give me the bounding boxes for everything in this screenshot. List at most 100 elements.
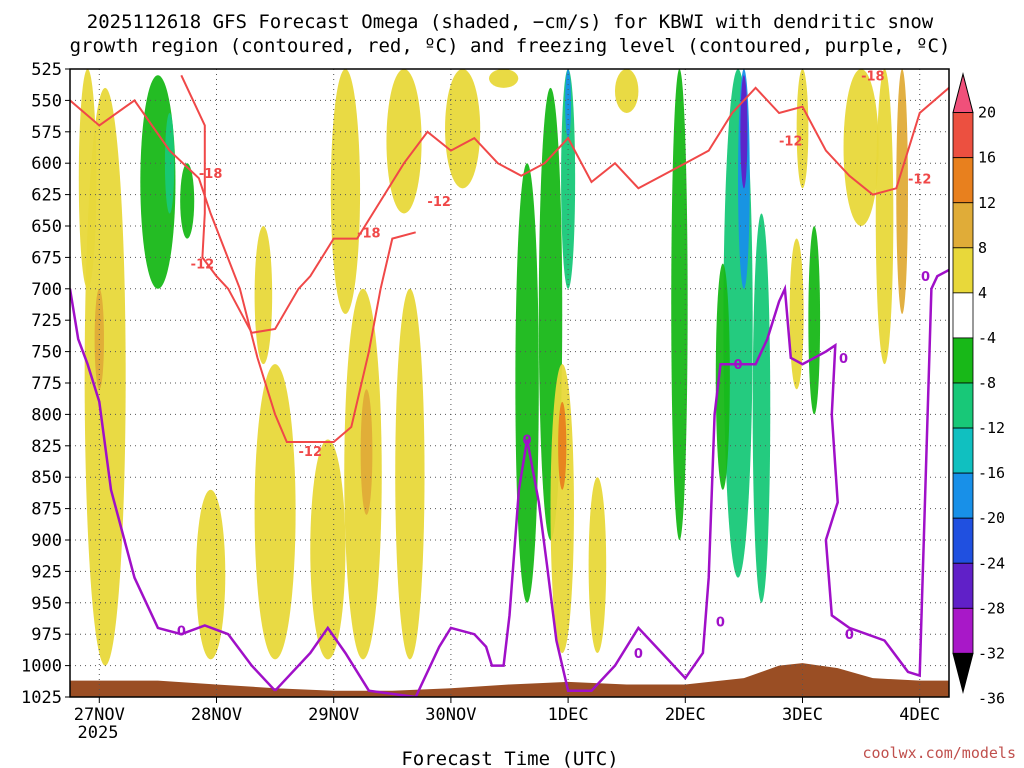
colorbar-segment-10	[952, 562, 974, 609]
y-tick-label-625: 625	[31, 186, 62, 206]
y-tick-label-525: 525	[31, 60, 62, 80]
x-tick-label-7: 4DEC	[899, 705, 940, 725]
y-tick-label-825: 825	[31, 437, 62, 457]
x-tick-label-3: 30NOV	[425, 705, 476, 725]
omega-cell-35	[875, 69, 894, 365]
dgz-label-1: -12	[191, 258, 215, 273]
terrain-area	[70, 663, 949, 697]
dgz-extra-label-2: -12	[299, 445, 323, 460]
colorbar-label-12: -32	[978, 644, 1005, 662]
omega-cell-28	[740, 75, 748, 189]
y-tick-label-650: 650	[31, 217, 62, 237]
dgz-contour-0	[70, 98, 416, 443]
y-tick-label-850: 850	[31, 468, 62, 488]
omega-cell-36	[896, 69, 908, 314]
omega-cell-2	[78, 69, 97, 289]
colorbar-top-arrow	[952, 72, 974, 114]
omega-cell-13	[330, 69, 361, 314]
omega-cell-33	[808, 226, 821, 415]
x-year-label: 2025	[78, 723, 119, 743]
y-tick-label-750: 750	[31, 343, 62, 363]
y-tick-label-975: 975	[31, 625, 62, 645]
omega-cell-31	[789, 238, 804, 390]
omega-cell-32	[796, 69, 809, 189]
colorbar-segment-2	[952, 202, 974, 249]
freezing-extra-label-0: 0	[716, 616, 725, 631]
colorbar-segment-3	[952, 247, 974, 294]
omega-cell-20	[565, 69, 572, 139]
dgz-extra-label-5: -12	[908, 172, 932, 187]
dgz-extra-label-4: -18	[861, 69, 885, 84]
x-tick-label-5: 2DEC	[665, 705, 706, 725]
colorbar-label-1: 16	[978, 149, 996, 167]
omega-cell-12	[395, 288, 425, 660]
colorbar-label-2: 12	[978, 194, 996, 212]
plot-area: -18 -12 -18 -12 -12 -12 -18 -12 0 0 0 0 0 0 0 0	[69, 68, 950, 698]
x-tick-label-1: 28NOV	[191, 705, 242, 725]
colorbar-segment-4	[952, 292, 974, 339]
colorbar-segment-9	[952, 517, 974, 564]
colorbar-label-6: -8	[978, 374, 996, 392]
x-axis: 27NOV 28NOV 29NOV 30NOV 1DEC 2DEC 3DEC 4DEC	[74, 697, 940, 725]
y-tick-label-925: 925	[31, 562, 62, 582]
omega-cell-9	[310, 439, 346, 660]
colorbar-bottom-arrow	[952, 652, 974, 694]
omega-cell-14	[386, 69, 422, 214]
omega-cell-24	[614, 69, 639, 113]
colorbar-label-9: -20	[978, 509, 1005, 527]
freezing-extra-label-4: 0	[921, 270, 930, 285]
y-axis: 525 550 575 600 625 650 675 700 725 750 775 800 825 8…	[21, 60, 70, 708]
colorbar-label-7: -12	[978, 419, 1005, 437]
dgz-label-0: -18	[199, 167, 223, 182]
dgz-extra-label-1: -12	[427, 195, 451, 210]
omega-cell-8	[254, 225, 273, 365]
y-tick-label-1000: 1000	[21, 657, 62, 677]
y-tick-label-600: 600	[31, 154, 62, 174]
colorbar-label-10: -24	[978, 554, 1005, 572]
omega-cell-25	[671, 69, 688, 540]
colorbar: 20 16 12 8 4 -4 -8 -12 -16 -20 -24 -28 -32 -36	[952, 72, 1005, 707]
freezing-label-0: 0	[177, 624, 186, 639]
omega-cell-11	[360, 389, 373, 515]
y-tick-label-1025: 1025	[21, 688, 62, 708]
colorbar-segment-0	[952, 112, 974, 159]
omega-cell-30	[715, 263, 730, 490]
colorbar-segment-7	[952, 427, 974, 474]
omega-cell-19	[561, 69, 576, 289]
y-tick-label-575: 575	[31, 123, 62, 143]
freezing-extra-label-5: 0	[634, 647, 643, 662]
chart-title-line2: growth region (contoured, red, ºC) and f…	[70, 35, 951, 57]
freezing-contour-1	[274, 268, 949, 697]
y-tick-label-875: 875	[31, 500, 62, 520]
omega-cell-21	[550, 364, 574, 654]
y-tick-label-700: 700	[31, 280, 62, 300]
colorbar-label-4: 4	[978, 284, 987, 302]
colorbar-label-3: 8	[978, 239, 987, 257]
colorbar-label-11: -28	[978, 599, 1005, 617]
dgz-contour-1	[180, 74, 949, 334]
chart-title-line1: 2025112618 GFS Forecast Omega (shaded, −…	[87, 11, 934, 33]
freezing-extra-label-2: 0	[839, 352, 848, 367]
freezing-label-1: 0	[523, 434, 532, 449]
freezing-extra-label-3: 0	[845, 628, 854, 643]
y-tick-label-725: 725	[31, 311, 62, 331]
colorbar-label-0: 20	[978, 104, 996, 122]
y-tick-label-775: 775	[31, 374, 62, 394]
dgz-extra-label-3: -12	[779, 135, 803, 150]
x-tick-label-6: 3DEC	[782, 705, 823, 725]
omega-cell-6	[195, 489, 226, 660]
omega-cell-4	[164, 112, 175, 214]
credit-text: coolwx.com/models	[862, 744, 1016, 762]
terrain	[70, 663, 949, 697]
colorbar-segment-1	[952, 157, 974, 204]
colorbar-segment-11	[952, 607, 974, 654]
freezing-contour-0	[70, 288, 277, 692]
y-tick-label-800: 800	[31, 405, 62, 425]
colorbar-label-5: -4	[978, 329, 996, 347]
colorbar-segment-8	[952, 472, 974, 519]
freezing-extra-label-1: 0	[734, 358, 743, 373]
contour-labels: -18 -12 -18 -12 -12 -12 -18 -12 0 0 0 0 0 0 0 0	[177, 69, 932, 662]
x-tick-label-0: 27NOV	[74, 705, 125, 725]
x-axis-label: Forecast Time (UTC)	[401, 748, 618, 768]
